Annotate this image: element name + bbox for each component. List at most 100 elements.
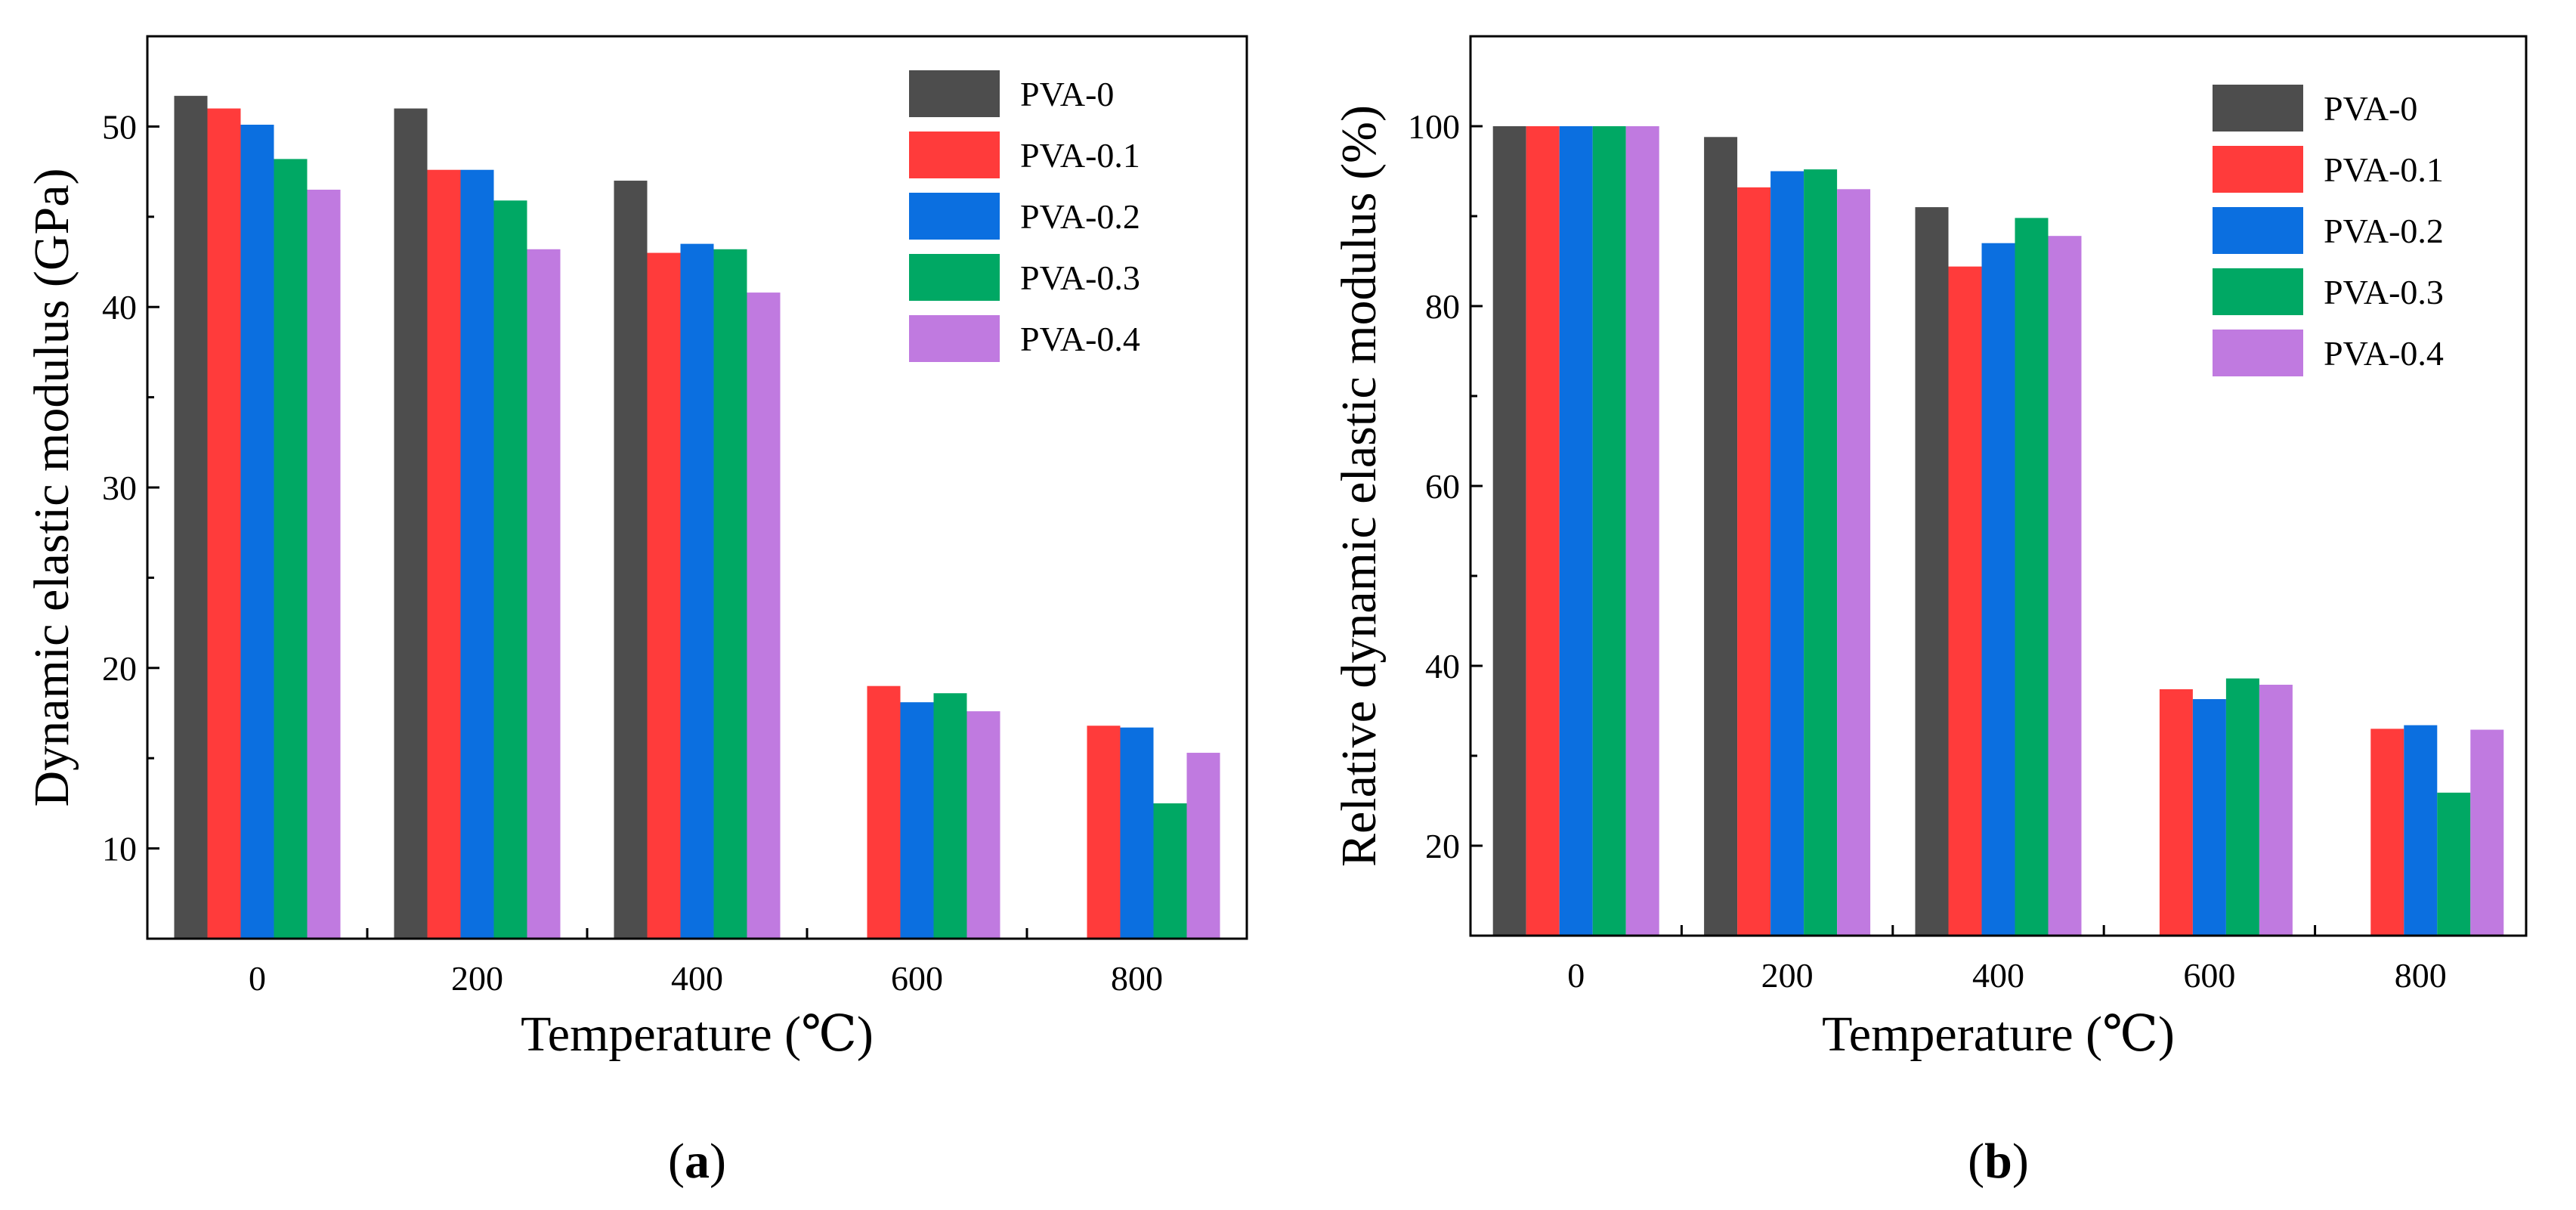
chart-a-bar-pva-01-800 xyxy=(1087,726,1121,939)
chart-a-caption-letter: a xyxy=(685,1134,710,1189)
chart-b-y-tick-label-40: 40 xyxy=(1425,647,1460,685)
chart-a-legend-label-pva-01: PVA-0.1 xyxy=(1020,136,1140,175)
chart-b-legend-label-pva-03: PVA-0.3 xyxy=(2324,273,2444,311)
chart-a-bar-pva-03-200 xyxy=(493,200,527,939)
chart-a-x-axis-title: Temperature (℃) xyxy=(521,1007,874,1062)
chart-b-bar-pva-04-400 xyxy=(2048,236,2082,936)
chart-a-bar-pva-04-0 xyxy=(307,189,341,939)
chart-a-legend-swatch-pva-01 xyxy=(909,132,1000,178)
chart-b-bar-pva-04-600 xyxy=(2259,684,2293,936)
chart-a-bar-pva-03-0 xyxy=(274,159,308,939)
chart-b-bar-pva-04-200 xyxy=(1837,189,1871,936)
chart-b-legend-label-pva-0: PVA-0 xyxy=(2324,89,2417,128)
chart-b-bar-pva-03-600 xyxy=(2225,678,2259,936)
chart-a-y-tick-label-50: 50 xyxy=(102,107,137,146)
chart-a-bar-pva-04-600 xyxy=(966,711,1000,939)
chart-a-legend-swatch-pva-02 xyxy=(909,193,1000,240)
chart-a-bar-pva-01-200 xyxy=(427,169,461,939)
chart-b-legend-swatch-pva-01 xyxy=(2213,146,2303,193)
chart-a-x-tick-label-200: 200 xyxy=(451,959,503,998)
chart-a-legend-swatch-pva-04 xyxy=(909,315,1000,362)
chart-b-legend-swatch-pva-03 xyxy=(2213,268,2303,315)
chart-b-bar-pva-01-800 xyxy=(2370,729,2404,936)
chart-a-bar-pva-0-0 xyxy=(174,95,208,939)
chart-a-bar-pva-02-200 xyxy=(460,169,494,939)
chart-b-bar-pva-02-400 xyxy=(1981,243,2015,936)
chart-b-x-axis-title: Temperature (℃) xyxy=(1822,1007,2175,1062)
chart-a-y-tick-label-40: 40 xyxy=(102,288,137,326)
chart-a-legend-swatch-pva-03 xyxy=(909,254,1000,301)
chart-a-legend-label-pva-02: PVA-0.2 xyxy=(1020,197,1140,236)
chart-b-bar-pva-03-400 xyxy=(2015,218,2049,936)
chart-a-bar-pva-02-0 xyxy=(240,125,274,939)
chart-b-bar-pva-03-800 xyxy=(2437,792,2471,936)
chart-a-bar-pva-03-400 xyxy=(713,249,747,939)
chart-b-legend-label-pva-02: PVA-0.2 xyxy=(2324,212,2444,250)
chart-b-legend-label-pva-01: PVA-0.1 xyxy=(2324,150,2444,189)
chart-a-bar-pva-02-400 xyxy=(680,243,714,939)
chart-b-bar-pva-01-0 xyxy=(1526,126,1560,936)
chart-a-bar-pva-04-400 xyxy=(747,292,781,939)
chart-b-caption-letter: b xyxy=(1984,1134,2012,1189)
chart-a-x-tick-label-0: 0 xyxy=(249,959,266,998)
chart-b-bar-pva-03-0 xyxy=(1592,126,1626,936)
chart-b-bar-pva-04-800 xyxy=(2470,729,2504,936)
chart-a-bar-pva-03-800 xyxy=(1153,803,1187,939)
chart-b-bar-pva-0-0 xyxy=(1492,126,1526,936)
chart-b-y-tick-label-60: 60 xyxy=(1425,467,1460,506)
chart-a-x-tick-label-400: 400 xyxy=(671,959,723,998)
chart-b-y-tick-label-20: 20 xyxy=(1425,827,1460,865)
chart-b-legend-swatch-pva-02 xyxy=(2213,207,2303,254)
chart-a-bar-pva-01-0 xyxy=(207,108,241,939)
chart-b-caption-close: ) xyxy=(2012,1134,2029,1189)
chart-a-bar-pva-02-800 xyxy=(1120,727,1154,939)
chart-b-y-tick-label-100: 100 xyxy=(1408,107,1460,146)
chart-b-bar-pva-02-200 xyxy=(1770,171,1804,936)
chart-b-bar-pva-0-200 xyxy=(1704,137,1738,936)
chart-a-caption-open: ( xyxy=(668,1134,685,1189)
chart-a-y-tick-label-10: 10 xyxy=(102,830,137,868)
chart-a-bar-pva-03-600 xyxy=(933,693,967,939)
chart-a-legend-label-pva-03: PVA-0.3 xyxy=(1020,258,1140,297)
chart-b-group: 20 40 60 80 100 0 200 400 600 800 Temperature (℃) R… xyxy=(1331,35,2528,1189)
chart-b-x-tick-label-0: 0 xyxy=(1567,956,1585,995)
chart-b-legend-label-pva-04: PVA-0.4 xyxy=(2324,334,2444,373)
chart-b-legend-swatch-pva-0 xyxy=(2213,85,2303,132)
chart-a-caption-close: ) xyxy=(710,1134,726,1189)
chart-a-bar-pva-01-400 xyxy=(647,252,681,939)
chart-a-legend-label-pva-04: PVA-0.4 xyxy=(1020,320,1140,358)
chart-b-bar-pva-01-200 xyxy=(1737,187,1771,936)
chart-b-legend-swatch-pva-04 xyxy=(2213,330,2303,376)
chart-b-bar-pva-01-600 xyxy=(2159,689,2193,936)
chart-b-caption-open: ( xyxy=(1968,1134,1984,1189)
chart-b-caption: (b) xyxy=(1968,1134,2029,1189)
chart-a-y-tick-label-30: 30 xyxy=(102,469,137,507)
chart-b-bar-pva-04-0 xyxy=(1625,126,1659,936)
chart-b-y-axis-title: Relative dynamic elastic modulus (%) xyxy=(1331,105,1387,867)
chart-a-bar-pva-0-200 xyxy=(394,108,428,939)
chart-a-legend-label-pva-0: PVA-0 xyxy=(1020,75,1114,113)
chart-a-y-axis-title: Dynamic elastic modulus (GPa) xyxy=(24,169,79,807)
chart-a-caption: (a) xyxy=(668,1134,726,1189)
chart-a-bar-pva-02-600 xyxy=(900,702,934,939)
chart-b-x-tick-label-200: 200 xyxy=(1761,956,1814,995)
chart-b-bar-pva-03-200 xyxy=(1804,169,1838,936)
chart-b-bar-pva-02-800 xyxy=(2404,725,2438,936)
chart-b-bar-pva-02-0 xyxy=(1559,126,1593,936)
chart-a-x-tick-label-800: 800 xyxy=(1111,959,1163,998)
chart-b-x-tick-label-800: 800 xyxy=(2395,956,2447,995)
chart-a-y-tick-label-20: 20 xyxy=(102,649,137,688)
chart-b-bar-pva-0-400 xyxy=(1915,207,1949,936)
chart-b-bar-pva-01-400 xyxy=(1948,266,1982,936)
chart-b-y-tick-label-80: 80 xyxy=(1425,287,1460,326)
chart-a-bar-pva-0-400 xyxy=(614,181,648,939)
chart-b-x-tick-label-400: 400 xyxy=(1972,956,2024,995)
chart-a-group: 10 20 30 40 50 0 200 400 600 800 Temperature (℃) Dy… xyxy=(24,35,1248,1189)
chart-a-bar-pva-04-200 xyxy=(527,249,561,939)
chart-a-bar-pva-01-600 xyxy=(867,685,901,939)
chart-a-x-tick-label-600: 600 xyxy=(891,959,943,998)
chart-a-legend-swatch-pva-0 xyxy=(909,70,1000,117)
chart-b-bar-pva-02-600 xyxy=(2192,699,2226,936)
